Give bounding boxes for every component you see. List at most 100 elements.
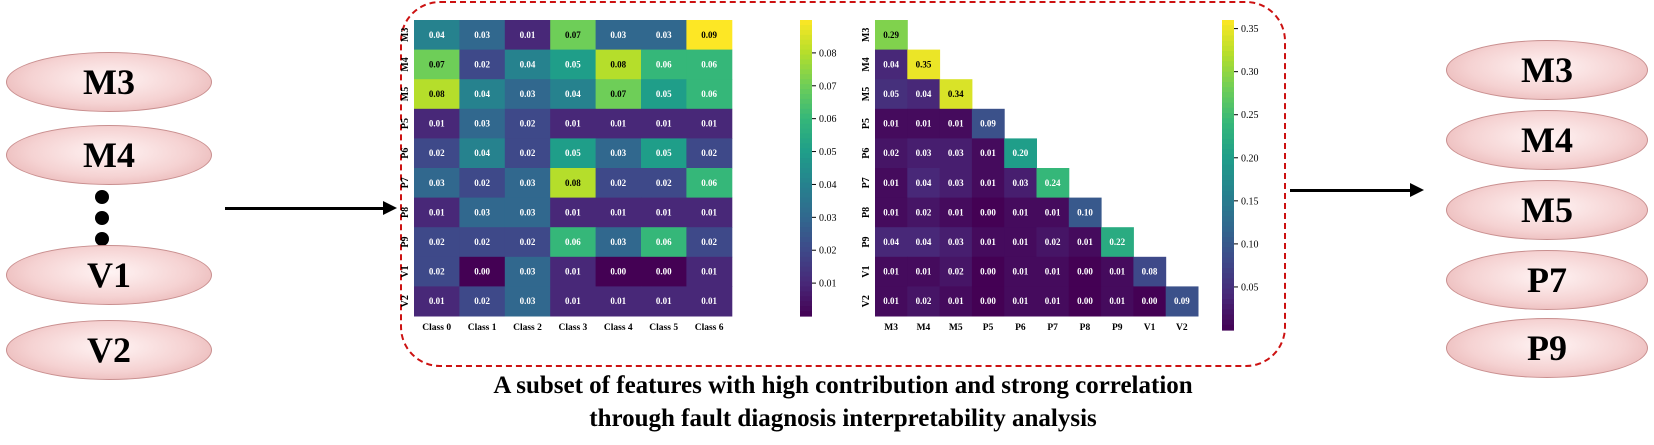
heatmap1-cell-label: 0.01 xyxy=(701,207,717,217)
heatmap2-colorbar-segment xyxy=(1222,92,1234,99)
heatmap1-cell-label: 0.05 xyxy=(656,89,672,99)
right-feature-p9: P9 xyxy=(1446,318,1648,378)
heatmap1-colorbar-segment xyxy=(800,118,812,125)
heatmap1-cell xyxy=(550,108,597,139)
heatmap1-cell xyxy=(550,286,597,317)
heatmap2-cell-label: 0.24 xyxy=(1045,178,1061,188)
heatmap2-cell-label: 0.00 xyxy=(1077,296,1093,306)
heatmap2-colorbar-segment xyxy=(1222,51,1234,57)
heatmap2-colorbar-segment xyxy=(1222,262,1234,269)
heatmap2-colorbar-segment xyxy=(1222,76,1234,83)
heatmap2-cell xyxy=(1036,197,1070,228)
heatmap1-colorbar-segment xyxy=(800,261,812,268)
heatmap1-colorbar-segment xyxy=(800,168,812,174)
heatmap2-cell xyxy=(875,49,908,80)
heatmap1-cell-label: 0.06 xyxy=(656,237,672,247)
heatmap2-cell xyxy=(1101,256,1134,287)
heatmap2-colorbar-segment xyxy=(1222,288,1234,295)
heatmap2-row-label: P5 xyxy=(861,118,872,129)
heatmap1-cell-label: 0.07 xyxy=(610,89,626,99)
heatmap2-colorbar-segment xyxy=(1222,293,1234,300)
heatmap2-cell-label: 0.01 xyxy=(1077,237,1093,247)
heatmap1-row-label: M5 xyxy=(400,87,411,101)
heatmap1-colorbar-segment xyxy=(800,44,812,51)
left-arrow-line xyxy=(225,207,385,210)
heatmap1-cell-label: 0.02 xyxy=(474,237,490,247)
heatmap1-cell-label: 0.01 xyxy=(610,296,626,306)
heatmap1-cell xyxy=(459,138,506,169)
heatmap2-cell xyxy=(875,79,908,110)
heatmap2-colorbar-segment xyxy=(1222,247,1234,254)
heatmap2-colorbar-segment xyxy=(1222,35,1234,42)
heatmap1-cell-label: 0.07 xyxy=(565,30,581,40)
heatmap2-cell xyxy=(1068,256,1102,287)
heatmap1-colorbar-segment xyxy=(800,227,812,233)
heatmap2-colorbar-tick-label: 0.20 xyxy=(1241,153,1259,164)
heatmap1-col-label: Class 1 xyxy=(468,323,497,333)
heatmap1-cell-label: 0.03 xyxy=(520,89,536,99)
heatmap1-cell xyxy=(550,197,597,228)
heatmap2-colorbar-tick-label: 0.35 xyxy=(1241,24,1259,35)
heatmap2-colorbar-segment xyxy=(1222,299,1234,305)
heatmap2-row-label: M5 xyxy=(861,87,872,101)
heatmap1-colorbar-segment xyxy=(800,108,812,115)
heatmap1-cell-label: 0.04 xyxy=(429,30,445,40)
heatmap1-colorbar-segment xyxy=(800,79,812,85)
heatmap2-colorbar-tick-label: 0.10 xyxy=(1241,239,1259,250)
heatmap1-colorbar-segment xyxy=(800,286,812,292)
heatmap2-cell-label: 0.01 xyxy=(883,178,899,188)
heatmap1-colorbar-segment xyxy=(800,20,812,26)
heatmap2-cell-label: 0.01 xyxy=(980,178,996,188)
heatmap1-cell-label: 0.02 xyxy=(610,178,626,188)
heatmap1-cell-label: 0.02 xyxy=(429,148,445,158)
heatmap1-colorbar-segment xyxy=(800,64,812,70)
heatmap1-cell-label: 0.01 xyxy=(656,296,672,306)
heatmap1-colorbar-segment xyxy=(800,207,812,213)
heatmap1-colorbar-segment xyxy=(800,246,812,253)
heatmap1-colorbar-segment xyxy=(800,172,812,179)
heatmap2-col-label: P5 xyxy=(983,323,994,333)
heatmap1-colorbar-tick-label: 0.08 xyxy=(819,48,837,59)
heatmap1-cell xyxy=(686,138,733,169)
heatmap1-colorbar-segment xyxy=(800,98,812,105)
heatmap1-cell xyxy=(595,197,642,228)
heatmap2-cell-label: 0.01 xyxy=(1109,296,1125,306)
left-feature-m4: M4 xyxy=(6,125,212,185)
heatmap2-colorbar-segment xyxy=(1222,242,1234,248)
heatmap1-cell xyxy=(414,168,460,199)
heatmap2-colorbar-segment xyxy=(1222,118,1234,124)
heatmap2-colorbar-segment xyxy=(1222,257,1234,264)
heatmap2-cell-label: 0.03 xyxy=(1012,178,1028,188)
right-arrow-head xyxy=(1410,183,1424,197)
heatmap2-cell xyxy=(907,49,941,80)
heatmap1-cell xyxy=(550,20,597,51)
heatmap1-cell xyxy=(459,49,506,80)
heatmap2-cell xyxy=(875,108,908,139)
heatmap1-cell-label: 0.04 xyxy=(474,89,490,99)
heatmap1-cell-label: 0.01 xyxy=(429,296,445,306)
heatmap1-cell-label: 0.05 xyxy=(565,59,581,69)
heatmap1-row-label: P5 xyxy=(400,118,411,129)
heatmap1-cell xyxy=(504,227,551,258)
heatmap1-cell xyxy=(686,286,733,317)
heatmap1-cell xyxy=(550,79,597,110)
heatmap1-cell-label: 0.03 xyxy=(429,178,445,188)
heatmap1-cell xyxy=(595,168,642,199)
heatmap1-cell xyxy=(641,20,687,51)
heatmap1-cell xyxy=(459,79,506,110)
heatmap2-cell-label: 0.01 xyxy=(948,207,964,217)
heatmap1-cell xyxy=(504,20,551,51)
heatmap1-cell xyxy=(641,49,687,80)
heatmap2-cell xyxy=(1101,286,1134,317)
heatmap1-cell-label: 0.05 xyxy=(565,148,581,158)
heatmap2-cell-label: 0.10 xyxy=(1077,207,1093,217)
heatmap1-colorbar-tick-label: 0.02 xyxy=(819,246,837,257)
heatmap2-colorbar-segment xyxy=(1222,154,1234,161)
heatmap2-colorbar-segment xyxy=(1222,164,1234,171)
heatmap1-colorbar-segment xyxy=(800,177,812,184)
heatmap1-row-label: M3 xyxy=(400,28,411,42)
heatmap2-colorbar-segment xyxy=(1222,25,1234,31)
heatmap1-cell-label: 0.03 xyxy=(656,30,672,40)
heatmap2-cell xyxy=(907,256,941,287)
heatmap2-cell-label: 0.02 xyxy=(948,267,964,277)
